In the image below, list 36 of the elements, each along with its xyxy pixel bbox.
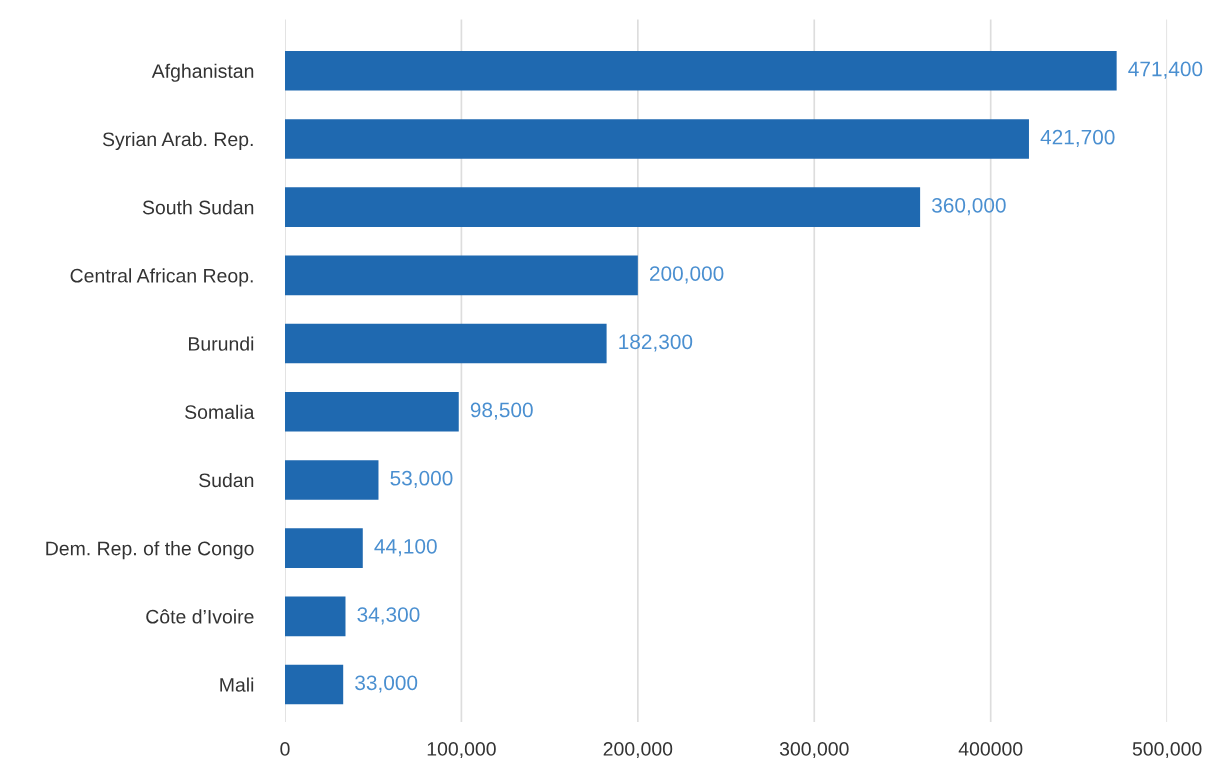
bar [284,187,921,227]
data-label: 182,300 [619,334,693,352]
data-label: 34,300 [357,607,420,625]
x-tick-label: 200,000 [603,742,673,759]
bar [284,119,1029,159]
data-label: 360,000 [932,197,1006,216]
x-tick-label: 400000 [958,742,1023,756]
bar [284,391,459,432]
data-label: 200,000 [649,266,724,284]
bar [284,528,363,568]
bar [284,50,1117,91]
x-tick-label: 100,000 [427,742,496,759]
data-label: 53,000 [390,470,453,489]
x-tick-label: 300,000 [779,742,849,759]
bar [284,596,346,637]
data-label: 44,100 [374,538,437,557]
data-label: 33,000 [355,675,418,693]
y-tick-label: Central African Reop. [70,268,253,287]
bar [284,460,379,500]
y-tick-label: Somalia [185,404,255,419]
y-tick-label: South Sudan [142,200,254,215]
bar [284,664,344,705]
y-tick-label: Afghanistan [151,63,254,82]
y-tick-label: Burundi [189,336,254,351]
y-tick-label: Dem. Rep. of the Congo [46,541,254,560]
bar [284,255,638,296]
y-tick-label: Sudan [199,472,254,488]
y-tick-label: Syrian Arab. Rep. [102,131,253,151]
data-label: 421,700 [1040,129,1115,147]
x-tick-label: 500,000 [1132,742,1202,759]
bar [284,323,607,364]
y-tick-label: Côte d’Ivoire [146,609,254,624]
x-tick-label: 0 [280,742,290,756]
y-tick-label: Mali [220,677,254,692]
data-label: 98,500 [470,402,533,420]
data-label: 471,400 [1128,61,1203,79]
